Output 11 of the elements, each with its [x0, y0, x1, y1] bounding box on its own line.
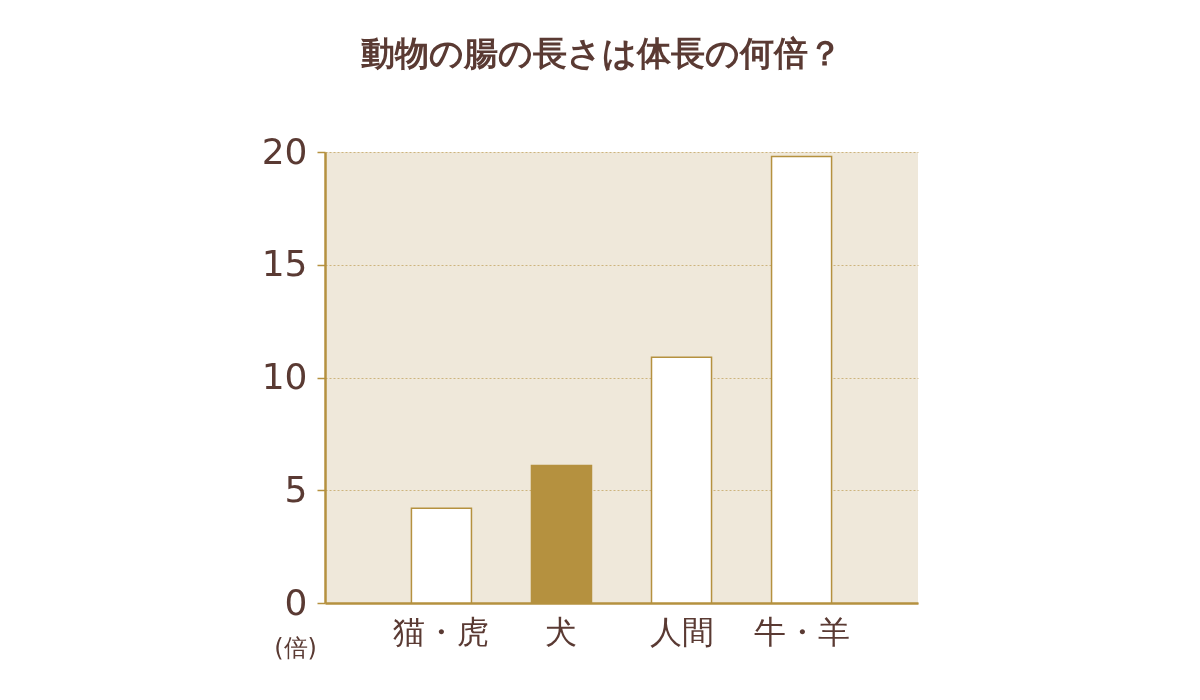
x-tick-label: 牛・羊: [753, 612, 850, 651]
y-axis-title: (倍): [274, 633, 317, 662]
chart-title: 動物の腸の長さは体長の何倍？: [361, 33, 842, 73]
y-tick-label: 15: [261, 243, 308, 285]
y-tick-label: 10: [261, 356, 308, 397]
x-tick-label: 人間: [649, 612, 714, 651]
x-tick-label: 犬: [545, 612, 578, 651]
x-tick-label: 猫・虎: [393, 612, 490, 651]
y-tick-label: 5: [284, 468, 308, 510]
y-tick-label: 20: [261, 130, 308, 172]
y-tick-label: 0: [284, 581, 308, 623]
